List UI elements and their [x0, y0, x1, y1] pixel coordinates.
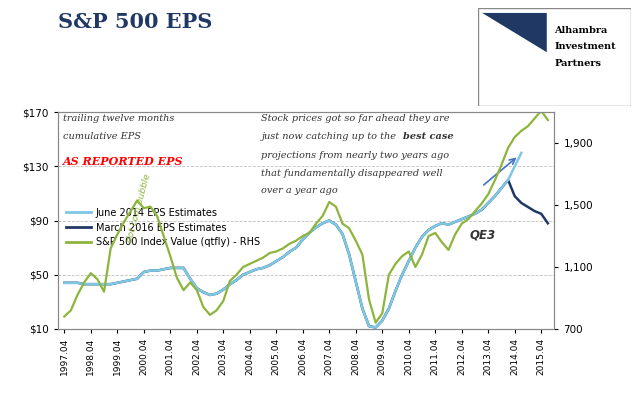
- Text: Stock prices got so far ahead they are: Stock prices got so far ahead they are: [262, 114, 450, 124]
- Text: S&P 500 EPS: S&P 500 EPS: [58, 12, 212, 32]
- Text: over a year ago: over a year ago: [262, 186, 338, 195]
- Text: Investment: Investment: [554, 43, 616, 51]
- Text: cumulative EPS: cumulative EPS: [63, 132, 140, 141]
- Text: best case: best case: [403, 132, 454, 141]
- Legend: June 2014 EPS Estimates, March 2016 EPS Estimates, S&P 500 Index Value (qtfly) -: June 2014 EPS Estimates, March 2016 EPS …: [63, 204, 263, 251]
- Text: projections from nearly two years ago: projections from nearly two years ago: [262, 151, 449, 160]
- Text: QE3: QE3: [470, 228, 495, 241]
- Text: AS REPORTED EPS: AS REPORTED EPS: [63, 156, 183, 166]
- Text: that fundamentally disappeared well: that fundamentally disappeared well: [262, 168, 443, 178]
- Text: Alhambra: Alhambra: [554, 26, 608, 35]
- Polygon shape: [482, 13, 547, 52]
- Text: Partners: Partners: [554, 59, 601, 68]
- Text: trailing twelve months: trailing twelve months: [63, 114, 174, 124]
- Text: dot com bubble: dot com bubble: [125, 173, 153, 243]
- Text: just now catching up to the: just now catching up to the: [262, 132, 399, 141]
- FancyBboxPatch shape: [478, 8, 631, 106]
